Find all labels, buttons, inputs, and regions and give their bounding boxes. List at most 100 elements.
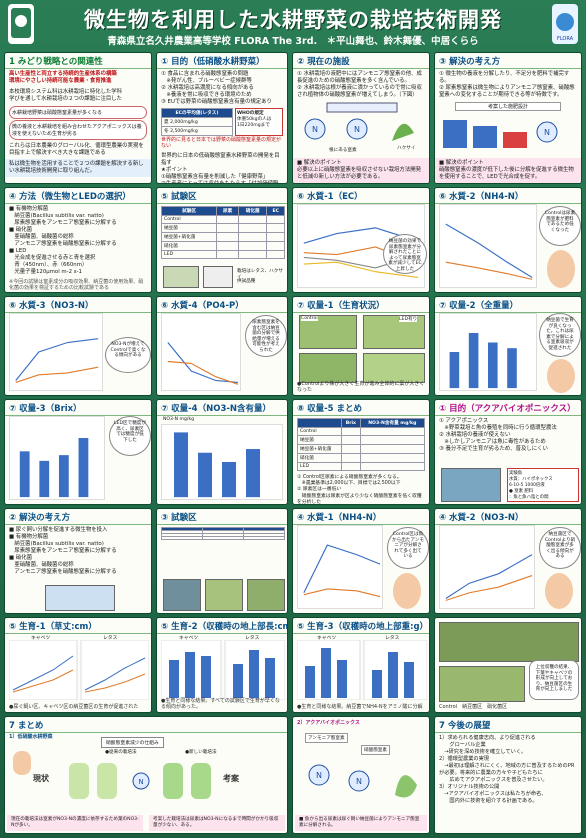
body-text: 現在の栽培法は窒素がNO3-Nの濃度に依存するため葉のNO3-Nが多い。 [7,815,143,831]
panel-title: ⑤ 生育-3（収穫時の地上部重:g） [293,618,429,634]
svg-text:FLORA: FLORA [557,36,574,42]
section-sub: 2）アクアバイオポニックス [297,720,360,726]
panel-aqua-no3: ④ 水質-2（NO3-N） 納豆菌区でControlより硝酸態窒素が多く出る傾向… [434,508,582,614]
ec-table: ECの平均値(レタス) 夏 2,000mg/kg 冬 2,500mg/kg [161,108,233,137]
note-text: 世界的に見ると日本では野菜の硝酸態窒素量の規定がない [161,137,282,150]
panel-aqua-solution: ② 解決の考え方 ■ 尿ぐ飼い分解を促進する微生物を投入 ■ 有機物分解菌 納豆… [4,508,152,614]
panel-growth-photo: 上位収穫の結果、下葉やキャベツの形成が向上しており、納豆菌区の生育が向上しました… [434,617,582,713]
photo-seedlings [203,266,233,288]
svg-text:N: N [316,771,322,780]
diagram-bio [45,585,115,611]
body-text: 私は微生物を活用することで２つの課題を解決する新しい水耕栽培技術開発に取り組んだ… [5,159,151,178]
panel-plots: ⑤ 試験区 試験区 尿素 硝化菌 EC Control 納豆菌 納豆菌+硝化菌 硝化菌… [156,187,288,293]
no3-chart [9,313,103,391]
body-text: ■ 魚から出る尿素は尿ぐ飼い納豆菌によりアンモニア態窒素に分解される。 [295,815,427,831]
body-text: 考案した栽培法は尿素はNO3-Nになるまで時間がかかり吸収量が少ない、ある。 [149,815,285,831]
aqua-plot-table [161,527,285,540]
diagram-label: 硝酸態窒素減少の仕組み [101,737,164,748]
note-text: ※今回の試験は窒素成分の吸収効果、納豆菌の使用効果、硝化菌の効果を検証するための… [9,279,144,292]
panel-title: ⑤ 生育-2（収穫時の地上部長:cm） [157,618,287,634]
body-text: ① 微生物の養液を分解したり、不足分を肥料で補完する。 ② 尿素態窒素は微生物に… [439,71,575,99]
caption: ●生育と同様な結果。すべての試験区で生育が早くなる傾向があった。 [161,697,280,710]
panel-title: ③ 試験区 [157,509,287,525]
panel-growth-1: ⑤ 生育-1（草丈:cm） キャベツ レタス ●尿ぐ飼い区、キャベツ区の納豆菌区… [4,617,152,713]
panel-title: ⑧ 収量-5 まとめ [293,400,429,416]
panel-title: ② 解決の考え方 [5,509,151,525]
panel-ec: ⑥ 水質-1（EC） 納豆菌の効果で尿素態窒素が分解されたことによって尿素態窒素… [292,187,430,293]
student-character-icon [547,359,575,393]
panel-method: ④ 方法（微生物とLEDの選択） ■ 有機物分解菌 納豆菌(Bacillus s… [4,187,152,293]
photo-greenhouse [439,622,579,662]
bubble: 納豆菌区でControlより硝酸態窒素が多く出る傾向がある [539,527,581,569]
aqua-diagram: N N [308,764,417,798]
panel-weight: ⑦ 収量-2（全重量） 納豆菌で生育が良くなった。これは尿素で分解による窒素吸収… [434,296,582,396]
photo-cabbage [439,666,525,702]
caption: ●尿ぐ飼い区、キャベツ区の納豆菌区の生育が促進された [9,703,139,710]
panel-title: ⑥ 水質-2（NH4-N） [435,188,581,204]
body-text: ① 食品に含まれる硝酸態窒素の問題 ※発がん性、ブルーベビー症候群等 ② 水耕栽… [161,71,272,106]
photo-aquaponics [441,468,501,502]
panel-growth-2: ⑤ 生育-2（収穫時の地上部長:cm） キャベツ レタス ●生育と同様な結果。す… [156,617,288,713]
panel-title: ④ 方法（微生物とLEDの選択） [5,188,151,204]
photo-plants-2 [247,579,285,611]
bubble: 尿素態窒素を含む区は納豆菌の分解で供給量が増える可能性が考えられた [245,315,287,357]
body-text: 1）求められる健康志向、より促進される グローバル企業 →研究を深め技術を確立し… [439,735,575,805]
body-text: ① アクアポニックス ※野菜栽培と魚の養殖を同時に行う循環型農法 ② 水耕栽培の… [439,418,557,453]
panel-title: ⑤ 試験区 [157,188,287,204]
nitrogen-flow-diagram: N [69,763,211,799]
svg-text:N: N [356,777,362,786]
student-character-icon [547,250,575,288]
panel-aqua-nh4: ④ 水質-1（NH4-N） Control区は魚から出たアンモニアが分解されて多… [292,508,430,614]
brix-chart [9,416,105,500]
bubble: NO3-Nが増えてControlで高くなる傾向がある [105,337,151,373]
panel-title: ⑦ 収量-3（Brix） [5,400,151,416]
panel-future: 7 今後の展望 1）求められる健康志向、より促進される グローバル企業 →研究を… [434,716,582,834]
hand-icon [13,751,31,775]
caption: ●生育と同様な結果。納豆菌でNH4-Nをアミノ酸に分解 [297,703,423,710]
panel-title: ⑦ 収量-4（NO3-N含有量） [157,400,287,416]
panel-title: ⑦ 収量-1（生育状況） [293,297,429,313]
status-label: 現状 [33,774,49,783]
panel-solution: ③ 解決の考え方 ① 微生物の養液を分解したり、不足分を肥料で補完する。 ② 尿… [434,52,582,184]
panel-nh4: ⑥ 水質-2（NH4-N） Controlは尿素態窒素が肥料であるため低くなった [434,187,582,293]
po4-chart [161,313,241,391]
panel-title: ⑥ 水質-1（EC） [293,188,429,204]
panel-title: ③ 解決の考え方 [435,53,581,69]
body-text: ■ 有機物分解菌 納豆菌(Bacillus subtilis var. natt… [9,206,117,276]
panel-aqua-summary: 2）アクアバイオポニックス アンモニア態窒素 硝酸態窒素 N N ■ 魚から出る… [292,716,430,834]
growth-2-chart [161,640,285,700]
student-character-icon [545,573,573,609]
svg-text:N: N [544,128,550,137]
panel-title: ⑥ 水質-3（NO3-N） [5,297,151,313]
photo-plants [205,579,243,611]
panel-brix: ⑦ 収量-3（Brix） LED区で糖度が高く、尿素区では糖度が低下した [4,399,152,505]
body-text: ① 水耕栽培の液肥中にはアンモニア態窒素の他、成長促進のための硝酸態窒素を多く含… [297,71,422,99]
panel-title: ① 目的（アクアバイオポニックス） [435,400,581,416]
diagram-label: 考案した施肥設計 [455,102,561,112]
body-text: ① Control区尿素による硝酸態窒素が多くなる。 ※農業基準は2,000以下… [297,475,422,505]
svg-text:N: N [312,125,318,134]
summary-table: Brix NO3-N含有量 mg/kg Control 納豆菌 納豆菌+硝化菌 硝… [296,418,426,471]
growth-1-chart [9,640,149,700]
bottom-note: ■ 解決のポイント 必要以上に硝酸態窒素を吸収させない栽培方法開発と低減の新しい… [293,157,429,183]
panel-title: 7 今後の展望 [435,717,581,733]
student-character-icon [393,573,421,609]
bubble: Control区は魚から出たアンモニアが分解されて多く出ている [387,527,429,569]
weight-chart [439,313,537,391]
panel-matome: 7 まとめ 1）低硝酸水耕野菜 硝酸態窒素減少の仕組み ●従来の栽培法 ●新しい… [4,716,288,834]
panel-title: ④ 水質-1（NH4-N） [293,509,429,525]
panel-aqua-purpose: ① 目的（アクアバイオポニックス） ① アクアポニックス ※野菜栽培と魚の養殖を… [434,399,582,505]
no3-content-chart [161,424,283,500]
photo-control-2 [299,353,357,383]
panel-title: ④ 水質-2（NO3-N） [435,509,581,525]
bottom-note: ■ 解決のポイント 硝酸態窒素の濃度が低下した後に分解を促進する微生物を使用する… [435,157,581,183]
bubble: Controlは尿素態窒素が肥料であるため低くなった [539,206,581,246]
panel-title: ⑥ 水質-4（PO4-P） [157,297,287,313]
panel-purpose: ① 目的（低硝酸水耕野菜） ① 食品に含まれる硝酸態窒素の問題 ※発がん性、ブル… [156,52,288,184]
body-text: これらは日本農業のグローバル化、循環型農業の実現を目指す上で解決すべき大きな課題… [9,143,144,157]
panel-title: ⑦ 収量-2（全重量） [435,297,581,313]
body-text: 世界的に日本の低硝酸態窒素水耕野菜の開発を目指す ★ポイント ①硝酸態窒素含有量… [161,152,280,184]
panel-title: ② 現在の施設 [293,53,429,69]
nh4-chart [439,204,537,288]
